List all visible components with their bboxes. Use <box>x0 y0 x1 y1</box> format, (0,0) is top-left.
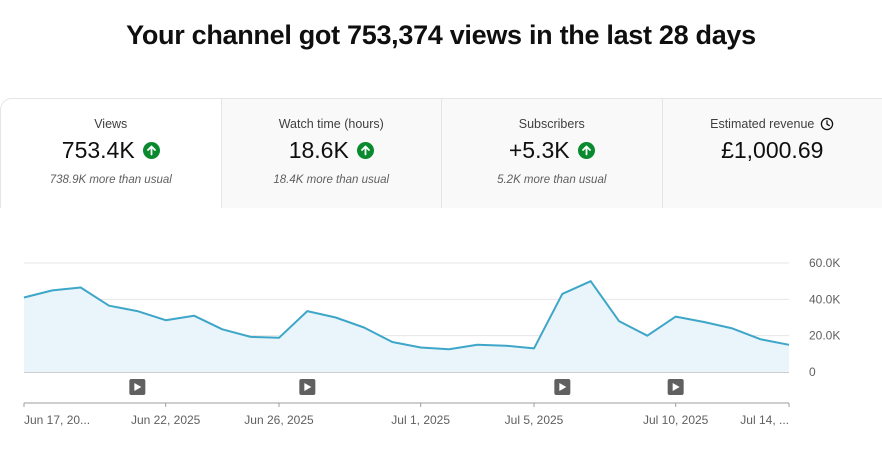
data-point[interactable] <box>701 319 707 325</box>
data-point[interactable] <box>389 339 395 345</box>
data-point[interactable] <box>446 346 452 352</box>
tab-value: +5.3K <box>508 137 570 163</box>
data-point[interactable] <box>304 308 310 314</box>
data-point[interactable] <box>49 287 55 293</box>
play-icon <box>559 383 567 391</box>
tab-subtext: 18.4K more than usual <box>273 174 390 186</box>
data-point[interactable] <box>191 313 197 319</box>
page-headline: Your channel got 753,374 views in the la… <box>126 20 756 50</box>
trend-up-icon <box>356 142 374 159</box>
views-line <box>23 280 790 351</box>
x-tick-label: Jun 17, 20... <box>24 413 90 427</box>
y-tick-label: 20.0K <box>809 329 840 343</box>
data-point[interactable] <box>361 324 367 330</box>
data-point[interactable] <box>248 334 254 340</box>
data-point[interactable] <box>78 285 84 291</box>
data-point[interactable] <box>474 342 480 348</box>
x-tick-label: Jun 26, 2025 <box>244 413 314 427</box>
tab-value: £1,000.69 <box>721 137 824 163</box>
data-point[interactable] <box>758 336 764 342</box>
tab-title: Estimated revenue <box>710 117 815 131</box>
play-icon <box>134 383 142 391</box>
data-point[interactable] <box>786 342 792 348</box>
x-tick-label: Jul 10, 2025 <box>643 413 709 427</box>
views-chart[interactable]: 0 20.0K 40.0K 60.0K Jun 17, 20... Jun 22, 202… <box>0 240 882 440</box>
data-point[interactable] <box>418 344 424 350</box>
data-point[interactable] <box>588 278 594 284</box>
tab-subtext: 5.2K more than usual <box>497 174 607 186</box>
views-area-fill <box>24 281 789 372</box>
data-point[interactable] <box>616 318 622 324</box>
data-point[interactable] <box>673 314 679 320</box>
data-point[interactable] <box>21 295 27 301</box>
trend-up-icon <box>577 142 595 159</box>
data-point[interactable] <box>333 315 339 321</box>
tab-subscribers[interactable]: Subscribers +5.3K 5.2K more than usual <box>442 99 663 208</box>
y-tick-label: 40.0K <box>809 292 840 306</box>
tab-views[interactable]: Views 753.4K 738.9K more than usual <box>1 99 222 208</box>
metric-tabs: Views 753.4K 738.9K more than usual Watc… <box>1 99 882 208</box>
data-point[interactable] <box>531 345 537 351</box>
tab-watch-time[interactable]: Watch time (hours) 18.6K 18.4K more than… <box>221 99 442 208</box>
tab-title: Watch time (hours) <box>278 117 384 131</box>
data-point[interactable] <box>644 333 650 339</box>
data-point[interactable] <box>134 308 140 314</box>
data-point[interactable] <box>276 335 282 341</box>
data-point[interactable] <box>503 343 509 349</box>
trend-up-icon <box>142 142 160 159</box>
x-tick-label: Jul 1, 2025 <box>391 413 450 427</box>
clock-icon[interactable] <box>820 117 834 131</box>
data-point[interactable] <box>106 303 112 309</box>
play-icon <box>304 383 312 391</box>
tab-value: 753.4K <box>61 137 135 163</box>
metrics-card: Views 753.4K 738.9K more than usual Watc… <box>0 98 882 208</box>
tab-estimated-revenue[interactable]: Estimated revenue £1,000.69 <box>662 99 882 208</box>
tab-subtext: 738.9K more than usual <box>49 174 172 186</box>
data-point[interactable] <box>219 326 225 332</box>
x-tick-label: Jul 14, ... <box>740 413 789 427</box>
data-point[interactable] <box>163 317 169 323</box>
data-point[interactable] <box>729 325 735 331</box>
y-tick-label: 60.0K <box>809 256 840 270</box>
data-point[interactable] <box>559 291 565 297</box>
play-icon <box>672 383 680 391</box>
tab-value: 18.6K <box>288 137 349 163</box>
tab-title: Subscribers <box>518 117 585 131</box>
x-tick-label: Jun 22, 2025 <box>131 413 201 427</box>
x-tick-label: Jul 5, 2025 <box>505 413 564 427</box>
tab-title: Views <box>94 117 128 131</box>
y-tick-label: 0 <box>809 365 816 379</box>
